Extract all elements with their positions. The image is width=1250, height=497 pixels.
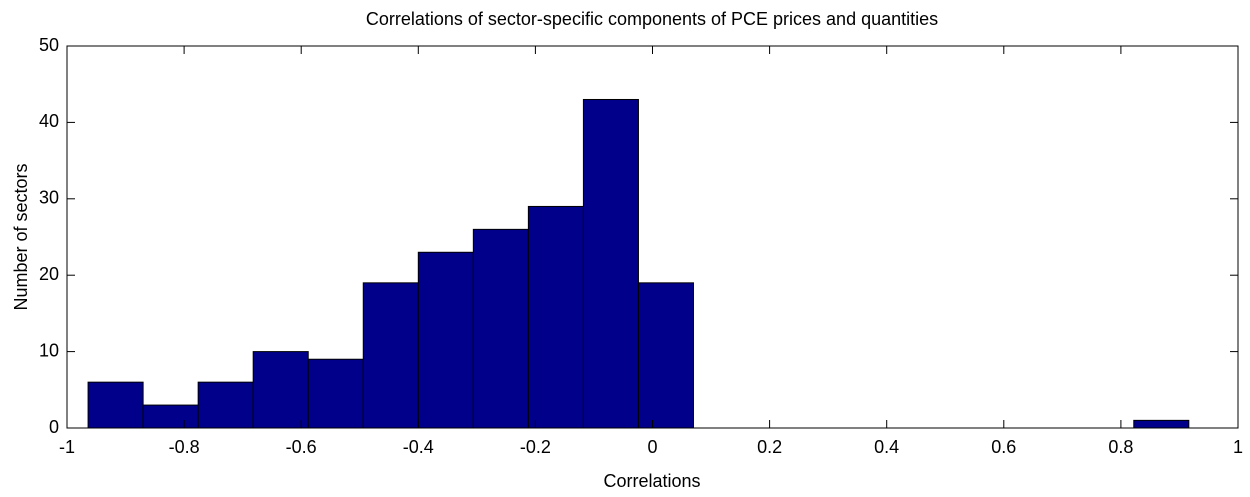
bar: [472, 228, 529, 429]
x-tick-label: -0.2: [520, 437, 551, 457]
x-tick-label: 0: [647, 437, 657, 457]
bar: [362, 282, 419, 429]
x-tick-label: -1: [59, 437, 75, 457]
y-tick-label: 30: [39, 188, 59, 208]
y-tick-label: 20: [39, 264, 59, 284]
bar: [1133, 419, 1190, 429]
bar: [252, 351, 309, 429]
x-tick-label: 0.4: [874, 437, 899, 457]
bar: [142, 404, 199, 429]
x-tick-label: 0.8: [1108, 437, 1133, 457]
x-tick-label: 0.6: [991, 437, 1016, 457]
y-tick-label: 10: [39, 340, 59, 360]
y-axis-label: Number of sectors: [11, 163, 31, 310]
bar: [307, 358, 364, 429]
x-tick-label: 0.2: [757, 437, 782, 457]
y-tick-label: 40: [39, 111, 59, 131]
bar: [637, 282, 694, 429]
chart-title: Correlations of sector-specific componen…: [366, 9, 938, 29]
bar: [87, 381, 144, 429]
bar: [582, 98, 639, 429]
y-tick-label: 50: [39, 35, 59, 55]
bar: [197, 381, 254, 429]
x-axis-label: Correlations: [603, 471, 700, 491]
x-tick-label: 1: [1233, 437, 1243, 457]
bar: [527, 205, 584, 429]
x-tick-label: -0.6: [286, 437, 317, 457]
bar: [417, 251, 474, 429]
x-tick-label: -0.8: [169, 437, 200, 457]
y-tick-label: 0: [49, 417, 59, 437]
x-tick-label: -0.4: [403, 437, 434, 457]
